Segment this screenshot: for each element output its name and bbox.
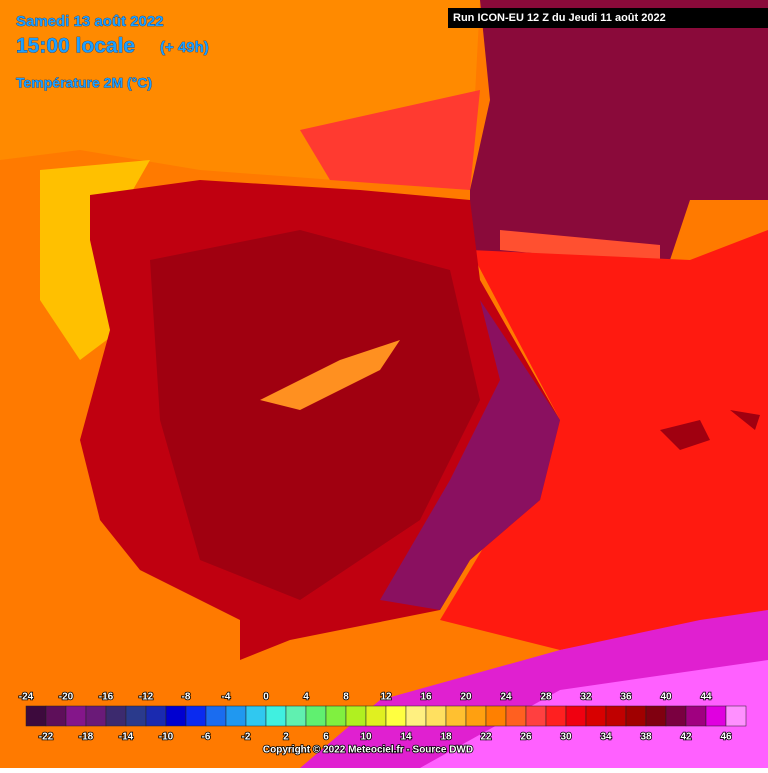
legend-swatch bbox=[485, 705, 507, 727]
legend-label: 10 bbox=[360, 732, 372, 743]
legend-swatch bbox=[685, 705, 707, 727]
legend-label: -2 bbox=[242, 732, 251, 743]
legend-swatch bbox=[85, 705, 107, 727]
legend-swatch bbox=[345, 705, 367, 727]
legend-swatch bbox=[365, 705, 387, 727]
legend-swatch bbox=[205, 705, 227, 727]
legend-swatch bbox=[625, 705, 647, 727]
legend-swatch bbox=[45, 705, 67, 727]
balearic bbox=[660, 410, 760, 450]
legend-label: 6 bbox=[323, 732, 329, 743]
legend-swatch bbox=[285, 705, 307, 727]
legend-swatch bbox=[105, 705, 127, 727]
offset: (+ 49h) bbox=[160, 39, 209, 56]
legend-label: -8 bbox=[182, 692, 191, 703]
copyright: Copyright © 2022 Meteociel.fr - Source D… bbox=[263, 745, 473, 756]
legend-swatch bbox=[545, 705, 567, 727]
legend-swatch bbox=[185, 705, 207, 727]
legend-swatch bbox=[305, 705, 327, 727]
legend-label: 44 bbox=[700, 692, 712, 703]
legend-label: 38 bbox=[640, 732, 652, 743]
legend-swatch bbox=[605, 705, 627, 727]
legend-label: -10 bbox=[159, 732, 174, 743]
legend-label: 0 bbox=[263, 692, 269, 703]
legend-label: 28 bbox=[540, 692, 552, 703]
legend: -24-22-20-18-16-14-12-10-8-6-4-202468101… bbox=[18, 691, 747, 743]
legend-label: -6 bbox=[202, 732, 211, 743]
legend-swatch bbox=[465, 705, 487, 727]
date: Samedi 13 août 2022 bbox=[16, 13, 164, 30]
legend-label: -4 bbox=[222, 692, 231, 703]
legend-label: 46 bbox=[720, 732, 732, 743]
legend-label: -24 bbox=[19, 692, 34, 703]
legend-swatch bbox=[405, 705, 427, 727]
legend-swatch bbox=[445, 705, 467, 727]
legend-swatch bbox=[165, 705, 187, 727]
legend-label: 24 bbox=[500, 692, 512, 703]
legend-swatch bbox=[25, 705, 47, 727]
legend-swatch bbox=[525, 705, 547, 727]
legend-swatch bbox=[125, 705, 147, 727]
legend-swatch bbox=[225, 705, 247, 727]
legend-swatch bbox=[325, 705, 347, 727]
legend-label: 2 bbox=[283, 732, 289, 743]
legend-swatch bbox=[665, 705, 687, 727]
legend-swatch bbox=[565, 705, 587, 727]
legend-swatch bbox=[245, 705, 267, 727]
legend-label: 20 bbox=[460, 692, 472, 703]
legend-label: 36 bbox=[620, 692, 632, 703]
legend-label: -20 bbox=[59, 692, 74, 703]
legend-label: 26 bbox=[520, 732, 532, 743]
legend-label: 42 bbox=[680, 732, 692, 743]
legend-label: 34 bbox=[600, 732, 612, 743]
legend-label: -16 bbox=[99, 692, 114, 703]
legend-swatch bbox=[65, 705, 87, 727]
legend-label: -22 bbox=[39, 732, 54, 743]
legend-swatch bbox=[585, 705, 607, 727]
legend-label: 22 bbox=[480, 732, 492, 743]
time: 15:00 locale bbox=[16, 35, 135, 58]
legend-label: -12 bbox=[139, 692, 154, 703]
legend-swatch bbox=[265, 705, 287, 727]
legend-swatch bbox=[145, 705, 167, 727]
legend-label: -14 bbox=[119, 732, 134, 743]
east-hot bbox=[380, 300, 560, 610]
field: Température 2M (°C) bbox=[16, 75, 152, 91]
run: Run ICON-EU 12 Z du Jeudi 11 août 2022 bbox=[453, 12, 666, 24]
legend-label: -18 bbox=[79, 732, 94, 743]
iberia-interior bbox=[150, 230, 480, 600]
legend-swatch bbox=[725, 705, 747, 727]
legend-swatch bbox=[645, 705, 667, 727]
legend-label: 30 bbox=[560, 732, 572, 743]
central-range bbox=[260, 340, 400, 410]
pyrenees bbox=[500, 230, 660, 265]
legend-swatch bbox=[705, 705, 727, 727]
run-box bbox=[448, 8, 768, 28]
legend-label: 18 bbox=[440, 732, 452, 743]
legend-label: 14 bbox=[400, 732, 412, 743]
sea-biscay bbox=[300, 90, 480, 190]
legend-swatch bbox=[425, 705, 447, 727]
legend-label: 16 bbox=[420, 692, 432, 703]
legend-swatch bbox=[385, 705, 407, 727]
legend-label: 32 bbox=[580, 692, 592, 703]
mediterranean bbox=[440, 230, 768, 650]
legend-swatch bbox=[505, 705, 527, 727]
legend-label: 4 bbox=[303, 692, 309, 703]
france bbox=[470, 0, 768, 260]
legend-label: 8 bbox=[343, 692, 349, 703]
legend-label: 40 bbox=[660, 692, 672, 703]
legend-label: 12 bbox=[380, 692, 392, 703]
